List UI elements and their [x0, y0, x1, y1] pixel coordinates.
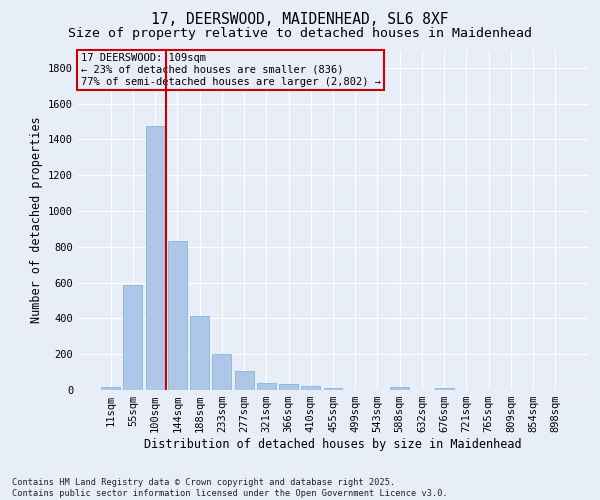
X-axis label: Distribution of detached houses by size in Maidenhead: Distribution of detached houses by size … [144, 438, 522, 451]
Bar [168, 242, 187, 390]
Text: Contains HM Land Registry data © Crown copyright and database right 2025.
Contai: Contains HM Land Registry data © Crown c… [12, 478, 448, 498]
Bar [124, 286, 142, 390]
Y-axis label: Number of detached properties: Number of detached properties [29, 116, 43, 324]
Bar [435, 388, 454, 390]
Bar [390, 388, 409, 390]
Text: Size of property relative to detached houses in Maidenhead: Size of property relative to detached ho… [68, 28, 532, 40]
Bar [212, 354, 231, 390]
Bar [235, 371, 254, 390]
Bar [323, 388, 343, 390]
Bar [279, 384, 298, 390]
Text: 17 DEERSWOOD: 109sqm
← 23% of detached houses are smaller (836)
77% of semi-deta: 17 DEERSWOOD: 109sqm ← 23% of detached h… [80, 54, 380, 86]
Bar [301, 386, 320, 390]
Text: 17, DEERSWOOD, MAIDENHEAD, SL6 8XF: 17, DEERSWOOD, MAIDENHEAD, SL6 8XF [151, 12, 449, 28]
Bar [101, 388, 120, 390]
Bar [257, 383, 276, 390]
Bar [190, 316, 209, 390]
Bar [146, 126, 164, 390]
